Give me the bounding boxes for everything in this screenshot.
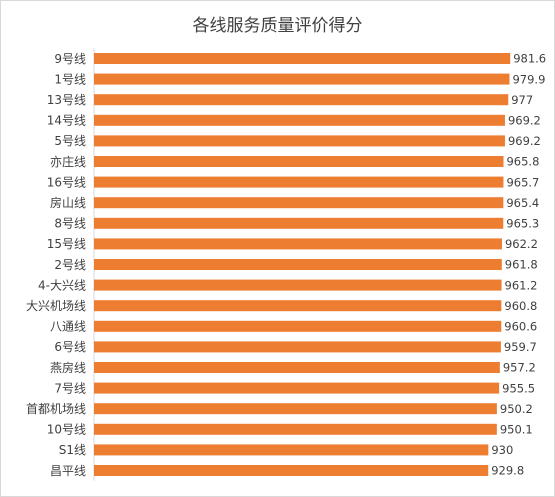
category-label: 15号线 — [47, 237, 86, 251]
category-label: 昌平线 — [50, 464, 86, 478]
bar — [94, 53, 511, 64]
bar — [94, 382, 500, 394]
value-label: 969.2 — [508, 114, 541, 128]
value-label: 959.7 — [504, 340, 537, 354]
bar — [94, 320, 502, 332]
bar — [94, 217, 504, 229]
value-label: 955.5 — [502, 381, 535, 395]
bar — [94, 423, 497, 435]
category-label: 1号线 — [54, 72, 86, 86]
value-label: 965.7 — [506, 175, 539, 189]
category-label: 八通线 — [50, 320, 86, 334]
bar — [94, 156, 504, 167]
category-label: 5号线 — [54, 134, 86, 148]
value-label: 950.2 — [500, 402, 533, 416]
bar — [94, 238, 502, 250]
value-label: 957.2 — [503, 361, 536, 375]
bar — [94, 341, 501, 353]
bar — [94, 73, 510, 85]
category-label: 13号线 — [47, 93, 86, 107]
category-label: 6号线 — [54, 340, 86, 354]
category-label: 4-大兴线 — [38, 278, 86, 292]
chart-marks: 9号线 981.6 1号线 979.9 13号线 977 14号线 969.2 5号线 969.2… — [26, 52, 546, 478]
value-label: 960.6 — [504, 320, 537, 334]
bar — [94, 94, 509, 106]
category-label: 8号线 — [54, 217, 86, 231]
category-label: S1线 — [59, 443, 86, 457]
category-label: 9号线 — [54, 52, 86, 66]
bar — [94, 176, 504, 188]
bar — [94, 114, 505, 126]
category-label: 首都机场线 — [26, 402, 86, 416]
category-label: 16号线 — [47, 175, 86, 189]
value-label: 969.2 — [508, 134, 541, 148]
value-label: 981.6 — [513, 52, 546, 66]
bar — [94, 403, 497, 415]
value-label: 979.9 — [512, 72, 545, 86]
bar — [94, 135, 505, 147]
value-label: 965.4 — [506, 196, 539, 210]
category-label: 2号线 — [54, 258, 86, 272]
value-label: 965.3 — [506, 217, 539, 231]
chart-title: 各线服务质量评价得分 — [192, 16, 363, 36]
value-label: 930 — [491, 443, 513, 457]
bar — [94, 259, 502, 270]
value-label: 962.2 — [505, 237, 538, 251]
bar — [94, 279, 502, 291]
value-label: 960.8 — [504, 299, 537, 313]
bar — [94, 444, 489, 456]
category-label: 燕房线 — [50, 360, 86, 375]
category-label: 10号线 — [47, 423, 86, 437]
category-label: 房山线 — [50, 195, 86, 210]
value-label: 929.8 — [491, 464, 524, 478]
category-label: 14号线 — [47, 114, 86, 128]
bar — [94, 300, 502, 312]
category-label: 7号线 — [54, 381, 86, 395]
bar — [94, 362, 500, 373]
value-label: 961.2 — [505, 278, 538, 292]
value-label: 977 — [511, 93, 533, 107]
category-label: 大兴机场线 — [26, 299, 86, 313]
value-label: 965.8 — [506, 155, 539, 169]
value-label: 950.1 — [500, 423, 533, 437]
bar — [94, 197, 504, 209]
category-label: 亦庄线 — [50, 154, 86, 169]
value-label: 961.8 — [505, 258, 538, 272]
bar — [94, 465, 489, 476]
